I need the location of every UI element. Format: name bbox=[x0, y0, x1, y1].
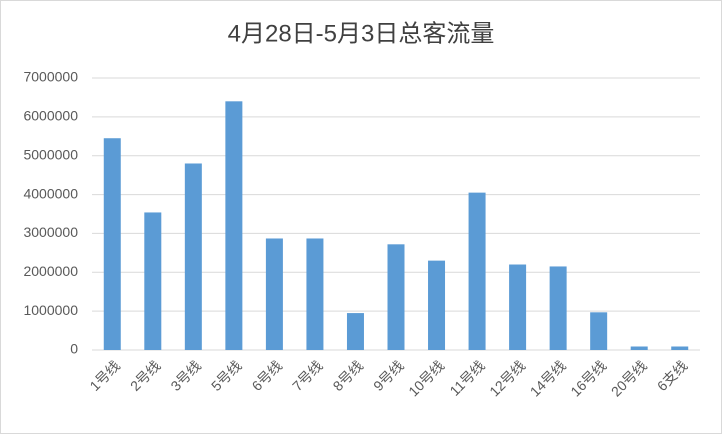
y-tick-label: 6000000 bbox=[23, 108, 78, 124]
y-tick-label: 1000000 bbox=[23, 302, 78, 318]
y-tick-label: 3000000 bbox=[23, 224, 78, 240]
y-tick-label: 0 bbox=[70, 341, 78, 357]
bar bbox=[387, 244, 405, 350]
bar bbox=[509, 264, 527, 350]
bar bbox=[103, 138, 121, 350]
chart-title: 4月28日-5月3日总客流量 bbox=[228, 20, 495, 47]
y-tick-label: 5000000 bbox=[23, 146, 78, 162]
bar bbox=[225, 101, 243, 350]
bar bbox=[184, 163, 202, 350]
bar bbox=[630, 346, 648, 350]
y-tick-label: 7000000 bbox=[23, 69, 78, 85]
bar bbox=[346, 313, 364, 350]
bar bbox=[468, 192, 486, 350]
bar bbox=[671, 346, 689, 350]
y-tick-label: 4000000 bbox=[23, 185, 78, 201]
bar bbox=[144, 212, 162, 350]
bar bbox=[306, 238, 324, 350]
bar bbox=[265, 238, 283, 350]
bar bbox=[428, 260, 446, 350]
bar bbox=[549, 266, 567, 350]
bar bbox=[590, 312, 608, 350]
y-tick-label: 2000000 bbox=[23, 263, 78, 279]
